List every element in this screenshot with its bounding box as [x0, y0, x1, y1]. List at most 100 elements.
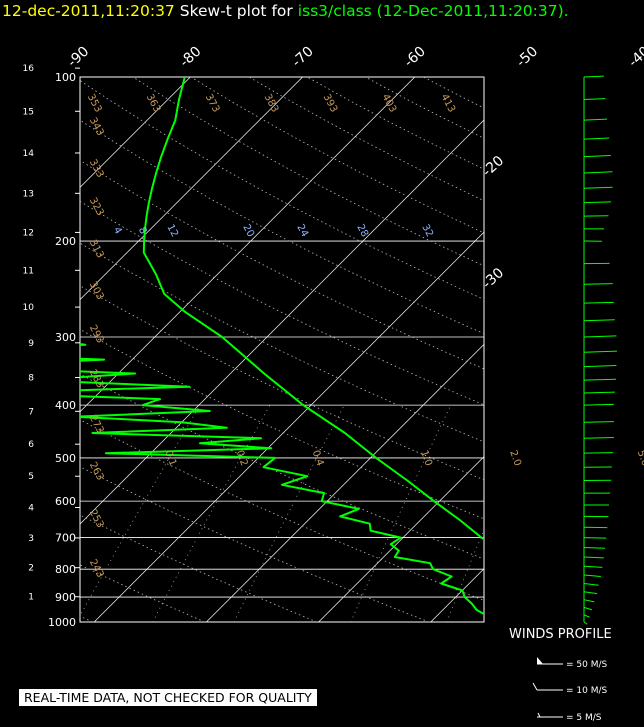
dry-adiabat-line	[80, 514, 318, 622]
dry-adiabat-line	[80, 419, 484, 601]
wind-legend-flag	[537, 657, 543, 664]
isotherm-line	[543, 77, 644, 622]
dry-adiabat-line	[80, 285, 484, 481]
height-tick-label: 2	[28, 564, 34, 574]
title-period: .	[563, 2, 569, 20]
pressure-tick-label: 100	[55, 71, 76, 84]
wind-barb	[583, 350, 617, 353]
axis-labels: 1002003004005006007008009001000123456789…	[23, 43, 644, 629]
isotherm-line	[206, 343, 484, 622]
dry-adiabat-label: 333	[87, 158, 106, 180]
mixing-ratio-label: 20	[240, 223, 256, 239]
wind-profile: = 50 M/S = 10 M/S = 5 M/S	[532, 75, 617, 723]
isotherm-line	[80, 77, 416, 413]
height-tick-label: 9	[28, 339, 34, 349]
height-tick-label: 11	[23, 266, 34, 276]
mixing-ratio-line	[350, 404, 452, 622]
temperature-tick-label: -40	[626, 43, 644, 70]
isotherm-line	[93, 231, 484, 622]
dry-adiabat-label: 413	[438, 92, 457, 114]
pressure-tick-label: 1000	[48, 616, 76, 629]
wind-barb	[583, 599, 595, 603]
wind-legend-barb	[532, 682, 538, 691]
height-tick-label: 6	[28, 440, 34, 450]
title-obs-time: (12-Dec-2011,11:20:37)	[376, 2, 564, 20]
chart-title: 12-dec-2011,11:20:37 Skew-t plot for iss…	[2, 2, 569, 20]
isotherm-line	[430, 568, 484, 622]
dry-adiabat-label: 383	[262, 92, 281, 114]
wind-barb	[583, 565, 603, 568]
wind-barb	[583, 186, 613, 189]
wind-barb	[583, 583, 599, 586]
dry-adiabat-line	[423, 77, 484, 109]
pressure-tick-label: 400	[55, 399, 76, 412]
wind-barb	[583, 201, 612, 204]
height-tick-label: 15	[23, 107, 34, 117]
wind-barb	[583, 301, 614, 304]
mixing-ratio-label: 0.1	[162, 449, 178, 468]
dry-adiabat-label: 243	[87, 558, 106, 580]
dry-adiabat-line	[365, 77, 484, 139]
wind-barb	[583, 378, 616, 381]
plot-area	[80, 77, 644, 622]
dry-adiabat-line	[307, 77, 484, 170]
height-tick-label: 16	[23, 64, 35, 74]
wind-barb	[583, 283, 613, 285]
pressure-tick-label: 500	[55, 452, 76, 465]
mixing-ratio-label: 24	[294, 223, 310, 239]
isotherm-line	[80, 77, 191, 188]
height-tick-label: 12	[23, 228, 34, 238]
wind-legend-barb	[537, 712, 541, 718]
dry-adiabat-line	[540, 77, 644, 622]
dry-adiabat-label: 403	[379, 92, 398, 114]
dry-adiabat-label: 303	[87, 280, 106, 302]
wind-barb	[583, 614, 590, 618]
wind-barb	[583, 421, 614, 423]
dry-adiabat-line	[190, 77, 484, 234]
title-prefix: Skew-t plot for	[179, 2, 293, 20]
title-station: iss3/class	[297, 2, 372, 20]
dry-adiabat-label: 363	[144, 92, 163, 114]
mixing-ratio-label: 2.0	[507, 449, 523, 468]
temperature-tick-label: -50	[513, 43, 541, 70]
dry-adiabat-line	[80, 80, 484, 300]
pressure-tick-label: 700	[55, 532, 76, 545]
title-datetime: 12-dec-2011,11:20:37	[2, 2, 175, 20]
dry-adiabat-label: 263	[87, 460, 106, 482]
wind-legend-label: = 50 M/S	[566, 660, 608, 670]
pressure-tick-label: 300	[55, 331, 76, 344]
mixing-ratio-label: 0.2	[234, 449, 250, 468]
wind-barb	[583, 547, 606, 549]
wind-barb	[583, 154, 611, 158]
mixing-ratio-label: 8	[136, 225, 149, 236]
isotherm-line	[80, 77, 303, 301]
quality-banner: REAL-TIME DATA, NOT CHECKED FOR QUALITY	[19, 689, 317, 706]
dry-adiabat-label: 353	[85, 92, 104, 114]
temperature-trace	[142, 77, 484, 541]
dry-adiabat-line	[248, 77, 484, 202]
wind-barb	[583, 335, 617, 338]
pressure-tick-label: 600	[55, 495, 76, 508]
wind-legend-label: = 10 M/S	[566, 686, 608, 696]
isotherm-line	[318, 456, 484, 622]
temperature-tick-label: -90	[65, 43, 93, 70]
dry-adiabat-line	[80, 119, 484, 335]
temperature-tick-label: -70	[289, 43, 317, 70]
wind-barb	[583, 556, 604, 559]
dry-adiabat-line	[132, 77, 484, 267]
height-tick-label: 10	[23, 303, 35, 313]
wind-barb	[583, 75, 604, 78]
dewpoint-trace	[80, 343, 484, 616]
wind-barb	[583, 118, 608, 121]
mixing-ratio-label: 1.0	[418, 449, 434, 468]
height-tick-label: 8	[28, 374, 34, 384]
temperature-tick-label: -60	[401, 43, 429, 70]
dry-adiabat-line	[80, 615, 93, 622]
isotherm-line	[80, 119, 484, 525]
dry-adiabat-line	[80, 466, 430, 622]
plot-frame-group	[79, 76, 485, 623]
wind-barb	[583, 365, 617, 368]
pressure-tick-label: 200	[55, 235, 76, 248]
temperature-tick-label: -80	[177, 43, 205, 70]
plot-frame	[79, 76, 485, 623]
